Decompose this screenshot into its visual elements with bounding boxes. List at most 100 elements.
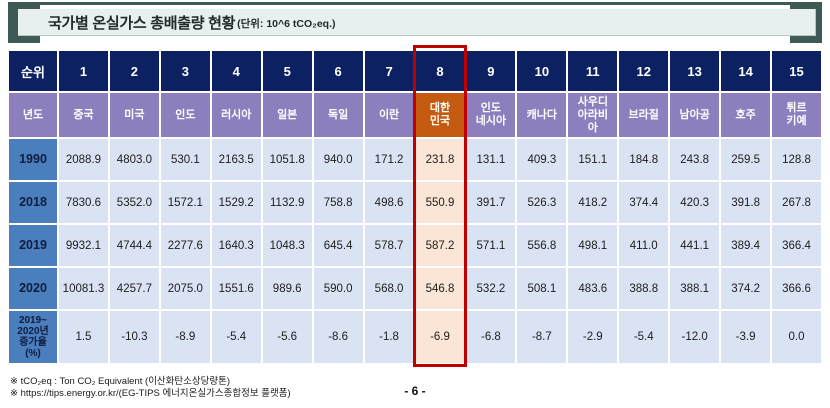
value-cell-r3-c12: 411.0 [618,224,670,267]
value-cell-r3-c9: 571.1 [465,224,517,267]
value-cell-r4-c6: 590.0 [312,267,364,310]
value-cell-r4-c3: 2075.0 [159,267,211,310]
value-cell-r1-c10: 409.3 [516,138,568,181]
value-cell-r3-c15: 366.4 [771,224,822,267]
value-cell-r4-c7: 568.0 [363,267,415,310]
value-cell-r2-c13: 420.3 [669,181,721,224]
footnote-source: ※ https://tips.energy.or.kr/(EG-TIPS 에너지… [10,387,291,399]
value-cell-r4-c11: 483.6 [567,267,619,310]
value-cell-r2-c6: 758.8 [312,181,364,224]
value-cell-r1-c4: 2163.5 [210,138,262,181]
value-cell-r4-c10: 508.1 [516,267,568,310]
value-cell-r5-c4: -5.4 [210,310,262,364]
emissions-table: 순위 1 2 3 4 5 6 7 8 9 10 11 12 13 14 15 년도 중국 미국 인도 러시아 일본 독일 이란… [8,45,822,367]
value-cell-r3-c3: 2277.6 [159,224,211,267]
country-cell-3: 인도 [159,92,211,138]
title-top-rule [8,2,822,5]
value-cell-r2-c5: 1132.9 [261,181,313,224]
value-cell-r3-c14: 389.4 [720,224,772,267]
value-cell-r2-c12: 374.4 [618,181,670,224]
value-cell-r2-c7: 498.6 [363,181,415,224]
value-cell-r3-c6: 645.4 [312,224,364,267]
value-cell-r2-c3: 1572.1 [159,181,211,224]
country-cell-2: 미국 [108,92,160,138]
value-cell-r4-c15: 366.6 [771,267,822,310]
title-bar: 국가별 온실가스 총배출량 현황 (단위: 10^6 tCO₂eq.) [18,9,816,36]
value-cell-r5-c10: -8.7 [516,310,568,364]
value-cell-r5-c9: -6.8 [465,310,517,364]
value-cell-r4-c9: 532.2 [465,267,517,310]
value-cell-r5-c5: -5.6 [261,310,313,364]
value-cell-r3-c11: 498.1 [567,224,619,267]
row-label-5: 2019~ 2020년 증가율 (%) [8,310,58,364]
rank-cell-5: 5 [261,50,313,92]
value-cell-r4-c14: 374.2 [720,267,772,310]
value-cell-r1-c8: 231.8 [414,138,466,181]
value-cell-r2-c8: 550.9 [414,181,466,224]
footnotes: ※ tCO₂eq : Ton CO₂ Equivalent (이산화탄소상당량톤… [10,376,291,399]
value-cell-r4-c4: 1551.6 [210,267,262,310]
country-cell-4: 러시아 [210,92,262,138]
country-cell-12: 브라질 [618,92,670,138]
country-cell-11: 사우디 아라비 아 [567,92,619,138]
value-cell-r2-c14: 391.8 [720,181,772,224]
value-cell-r1-c9: 131.1 [465,138,517,181]
value-cell-r3-c13: 441.1 [669,224,721,267]
value-cell-r3-c2: 4744.4 [108,224,160,267]
value-cell-r1-c5: 1051.8 [261,138,313,181]
country-cell-8: 대한 민국 [414,92,466,138]
country-cell-15: 튀르 키예 [771,92,822,138]
value-cell-r1-c13: 243.8 [669,138,721,181]
value-cell-r2-c11: 418.2 [567,181,619,224]
rank-cell-10: 10 [516,50,568,92]
value-cell-r1-c15: 128.8 [771,138,822,181]
value-cell-r1-c11: 151.1 [567,138,619,181]
value-cell-r2-c1: 7830.6 [58,181,109,224]
value-cell-r3-c1: 9932.1 [58,224,109,267]
rank-cell-13: 13 [669,50,721,92]
rank-cell-8: 8 [414,50,466,92]
rank-cell-6: 6 [312,50,364,92]
country-cell-10: 캐나다 [516,92,568,138]
value-cell-r1-c6: 940.0 [312,138,364,181]
country-cell-1: 중국 [58,92,109,138]
value-cell-r5-c1: 1.5 [58,310,109,364]
rank-cell-3: 3 [159,50,211,92]
value-cell-r5-c7: -1.8 [363,310,415,364]
country-cell-5: 일본 [261,92,313,138]
row-label-1: 1990 [8,138,58,181]
rank-cell-2: 2 [108,50,160,92]
country-cell-14: 호주 [720,92,772,138]
country-cell-6: 독일 [312,92,364,138]
value-cell-r2-c15: 267.8 [771,181,822,224]
value-cell-r5-c8: -6.9 [414,310,466,364]
rank-cell-7: 7 [363,50,415,92]
rank-cell-14: 14 [720,50,772,92]
value-cell-r2-c4: 1529.2 [210,181,262,224]
value-cell-r5-c2: -10.3 [108,310,160,364]
value-cell-r5-c12: -5.4 [618,310,670,364]
rank-header-cell: 순위 [8,50,58,92]
rank-cell-12: 12 [618,50,670,92]
value-cell-r2-c10: 526.3 [516,181,568,224]
value-cell-r5-c3: -8.9 [159,310,211,364]
value-cell-r4-c1: 10081.3 [58,267,109,310]
value-cell-r2-c2: 5352.0 [108,181,160,224]
row-label-4: 2020 [8,267,58,310]
value-cell-r4-c13: 388.1 [669,267,721,310]
value-cell-r3-c7: 578.7 [363,224,415,267]
value-cell-r1-c14: 259.5 [720,138,772,181]
country-cell-13: 남아공 [669,92,721,138]
value-cell-r2-c9: 391.7 [465,181,517,224]
value-cell-r1-c3: 530.1 [159,138,211,181]
rank-cell-15: 15 [771,50,822,92]
value-cell-r4-c5: 989.6 [261,267,313,310]
value-cell-r5-c13: -12.0 [669,310,721,364]
value-cell-r5-c6: -8.6 [312,310,364,364]
value-cell-r5-c11: -2.9 [567,310,619,364]
rank-cell-1: 1 [58,50,109,92]
rank-cell-9: 9 [465,50,517,92]
rank-cell-4: 4 [210,50,262,92]
value-cell-r1-c12: 184.8 [618,138,670,181]
title-unit-label: (단위: 10^6 tCO₂eq.) [237,17,336,30]
